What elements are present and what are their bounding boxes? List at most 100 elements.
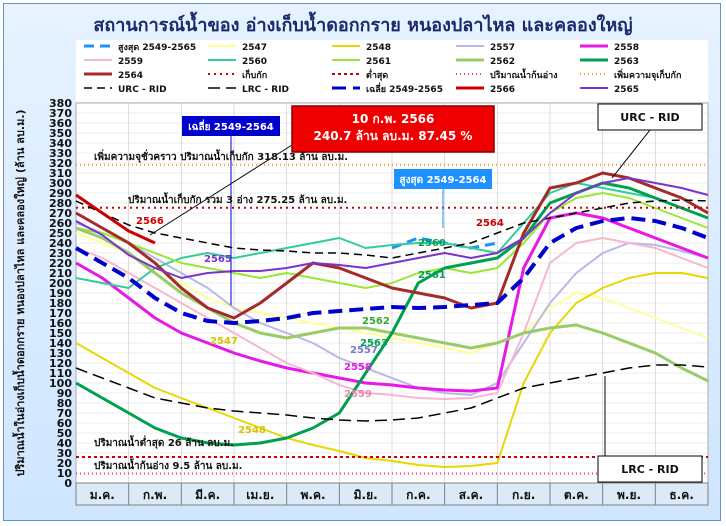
legend-label: สูงสุด 2549-2565 — [118, 43, 196, 53]
legend-label: ต่ำสุด — [366, 68, 388, 81]
record-box — [291, 105, 495, 153]
y-tick-label: 300 — [49, 177, 72, 190]
series-line — [75, 171, 709, 320]
y-tick-label: 180 — [49, 297, 72, 310]
annotation-l2559: 2559 — [344, 389, 372, 400]
series-line — [75, 232, 709, 354]
legend-label: LRC - RID — [242, 85, 289, 95]
y-tick-label: 170 — [49, 307, 72, 320]
annotation-l2547: 2547 — [210, 336, 238, 347]
annotation-l2561: 2561 — [418, 270, 446, 281]
y-tick-label: 30 — [57, 447, 73, 460]
y-tick-label: 340 — [49, 137, 72, 150]
series-line — [75, 193, 156, 245]
x-tick-label: ธ.ค. — [669, 488, 693, 502]
series-line — [75, 237, 709, 400]
annotation-avg: เฉลี่ย 2549-2564 — [188, 119, 274, 133]
legend-label: 2566 — [490, 85, 515, 95]
series-line — [75, 364, 709, 422]
y-tick-label: 310 — [49, 167, 72, 180]
legend-label: 2565 — [614, 85, 639, 95]
y-tick-label: 200 — [49, 277, 72, 290]
y-tick-label: 50 — [57, 427, 73, 440]
annotation-l2565: 2565 — [204, 254, 232, 265]
y-tick-label: 350 — [49, 127, 72, 140]
legend-label: 2564 — [118, 71, 143, 81]
y-tick-label: 90 — [57, 387, 73, 400]
legend-label: เฉลี่ย 2549-2565 — [366, 82, 443, 95]
y-tick-label: 120 — [49, 357, 72, 370]
x-tick-label: พ.ค. — [300, 488, 325, 502]
x-tick-label: พ.ย. — [617, 488, 641, 502]
y-tick-label: 240 — [49, 237, 72, 250]
legend-label: URC - RID — [118, 85, 167, 95]
y-tick-label: 150 — [49, 327, 72, 340]
series-line — [75, 272, 709, 468]
annotation-l2560: 2560 — [418, 238, 446, 249]
y-tick-label: 80 — [57, 397, 73, 410]
legend-box — [76, 40, 708, 102]
annotation-cap: ปริมาณน้ำเก็บกัก รวม 3 อ่าง 275.25 ล้าน … — [128, 192, 347, 206]
y-tick-label: 290 — [49, 187, 72, 200]
y-tick-label: 110 — [49, 367, 72, 380]
series-line — [75, 216, 709, 325]
y-tick-label: 360 — [49, 117, 72, 130]
y-tick-label: 70 — [57, 407, 73, 420]
x-tick-label: ม.ค. — [90, 488, 115, 502]
y-tick-label: 160 — [49, 317, 72, 330]
legend-label: 2562 — [490, 57, 515, 67]
lrc-box — [597, 455, 703, 483]
annotation-l2558: 2558 — [344, 362, 372, 373]
max-box — [394, 169, 492, 189]
y-tick-label: 330 — [49, 147, 72, 160]
legend-label: 2561 — [366, 57, 391, 67]
y-tick-label: 380 — [49, 97, 72, 110]
x-tick-label: ส.ค. — [459, 488, 483, 502]
x-tick-label: ก.ย. — [512, 488, 535, 502]
y-tick-label: 270 — [49, 207, 72, 220]
y-tick-label: 320 — [49, 157, 72, 170]
y-tick-label: 140 — [49, 337, 72, 350]
annotation-rec: 10 ก.พ. 2566 240.7 ล้าน ลบ.ม. 87.45 % — [314, 112, 473, 143]
y-tick-label: 130 — [49, 347, 72, 360]
chart-title: สถานการณ์น้ำของ อ่างเก็บน้ำดอกกราย หนองป… — [93, 15, 633, 36]
annotation-l2562: 2562 — [362, 316, 390, 327]
urc-pointer — [611, 129, 651, 179]
avg-box — [182, 116, 280, 136]
y-tick-label: 280 — [49, 197, 72, 210]
legend-label: 2563 — [614, 57, 639, 67]
legend-label: 2557 — [490, 43, 515, 53]
annotation-urc: URC - RID — [620, 111, 679, 124]
annotation-dead: ปริมาณน้ำก้นอ่าง 9.5 ล้าน ลบ.ม. — [94, 458, 242, 472]
y-tick-label: 60 — [57, 417, 73, 430]
y-tick-label: 210 — [49, 267, 72, 280]
y-tick-label: 20 — [57, 457, 73, 470]
x-tick-label: ต.ค. — [564, 488, 589, 502]
annotation-l2563: 2563 — [360, 338, 388, 349]
y-tick-label: 190 — [49, 287, 72, 300]
y-tick-label: 230 — [49, 247, 72, 260]
series-line — [75, 182, 709, 289]
annotation-cap2: เพิ่มความจุชั่วคราว ปริมาณน้ำเก็บกัก 318… — [94, 149, 348, 163]
y-tick-label: 370 — [49, 107, 72, 120]
legend-label: 2560 — [242, 57, 267, 67]
series-line — [75, 177, 709, 279]
annotation-l2557: 2557 — [350, 345, 378, 356]
legend-label: เก็บกัก — [242, 68, 267, 81]
annotation-l2548: 2548 — [238, 425, 266, 436]
y-tick-label: 250 — [49, 227, 72, 240]
annotation-max: สูงสุด 2549-2564 — [400, 175, 487, 187]
annotation-lrc: LRC - RID — [621, 463, 678, 476]
x-tick-label: มิ.ย. — [354, 488, 378, 502]
record-pointer — [149, 144, 293, 236]
annotation-l2566: 2566 — [136, 216, 164, 227]
y-axis-label: ปริมาณน้ำในอ่างเก็บน้ำดอกกราย หนองปลาไหล… — [12, 109, 27, 476]
x-tick-label: ก.พ. — [143, 488, 167, 502]
series-line — [75, 192, 709, 289]
x-tick-label: มี.ค. — [195, 488, 220, 502]
legend-label: 2548 — [366, 43, 391, 53]
annotation-l2564: 2564 — [476, 218, 504, 229]
series-line — [75, 211, 709, 393]
y-tick-label: 40 — [57, 437, 73, 450]
